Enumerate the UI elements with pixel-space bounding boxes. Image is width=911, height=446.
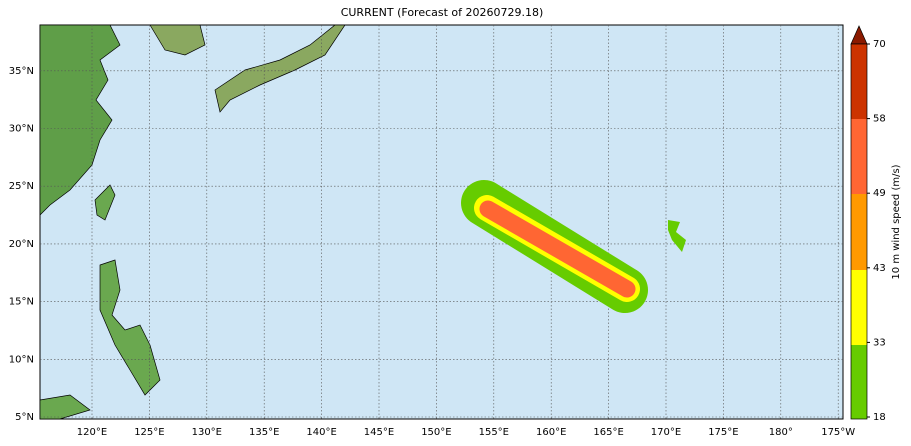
lat-label: 5°N xyxy=(15,412,34,423)
colorbar-segment xyxy=(851,270,867,345)
lon-label: 135°E xyxy=(249,427,279,438)
small-swath xyxy=(668,220,686,252)
colorbar-extend xyxy=(850,25,868,45)
lat-label: 30°N xyxy=(9,124,34,135)
colorbar-tick-label: 70 xyxy=(873,39,886,50)
colorbar-label: 10 m wind speed (m/s) xyxy=(891,164,902,279)
lon-label: 130°E xyxy=(192,427,222,438)
lat-label: 15°N xyxy=(9,297,34,308)
colorbar-segment xyxy=(851,44,867,119)
colorbar: 18 33 43 49 58 70 10 m wind speed (m/s) xyxy=(850,25,902,423)
lon-label: 145°E xyxy=(364,427,394,438)
map-title: CURRENT (Forecast of 20260729.18) xyxy=(341,6,544,19)
swath-orange xyxy=(479,200,636,298)
lon-label: 120°E xyxy=(77,427,107,438)
lon-label: 175°E xyxy=(708,427,738,438)
wind-swath xyxy=(461,180,648,313)
colorbar-tick-label: 49 xyxy=(873,188,886,199)
lon-label: 150°E xyxy=(421,427,451,438)
lat-label: 20°N xyxy=(9,239,34,250)
ocean xyxy=(39,24,844,420)
colorbar-frame xyxy=(850,43,868,420)
lon-label: 140°E xyxy=(306,427,336,438)
lon-label: 155°E xyxy=(479,427,509,438)
colorbar-tick-label: 33 xyxy=(873,337,886,348)
lat-label: 10°N xyxy=(9,354,34,365)
land xyxy=(39,24,346,420)
colorbar-tick-label: 18 xyxy=(873,412,886,423)
lat-label: 25°N xyxy=(9,181,34,192)
lon-label: 170°E xyxy=(651,427,681,438)
colorbar-tick-label: 43 xyxy=(873,263,886,274)
colorbar-segment xyxy=(851,194,867,270)
lat-label: 35°N xyxy=(9,66,34,77)
lon-label: 180° xyxy=(769,427,793,438)
lon-label: 125°E xyxy=(134,427,164,438)
colorbar-segment xyxy=(851,345,867,419)
lon-label: 175°W xyxy=(821,427,855,438)
map-area xyxy=(39,24,844,420)
lon-label: 165°E xyxy=(593,427,623,438)
colorbar-segment xyxy=(851,119,867,194)
lon-label: 160°E xyxy=(536,427,566,438)
colorbar-tick-label: 58 xyxy=(873,114,886,125)
